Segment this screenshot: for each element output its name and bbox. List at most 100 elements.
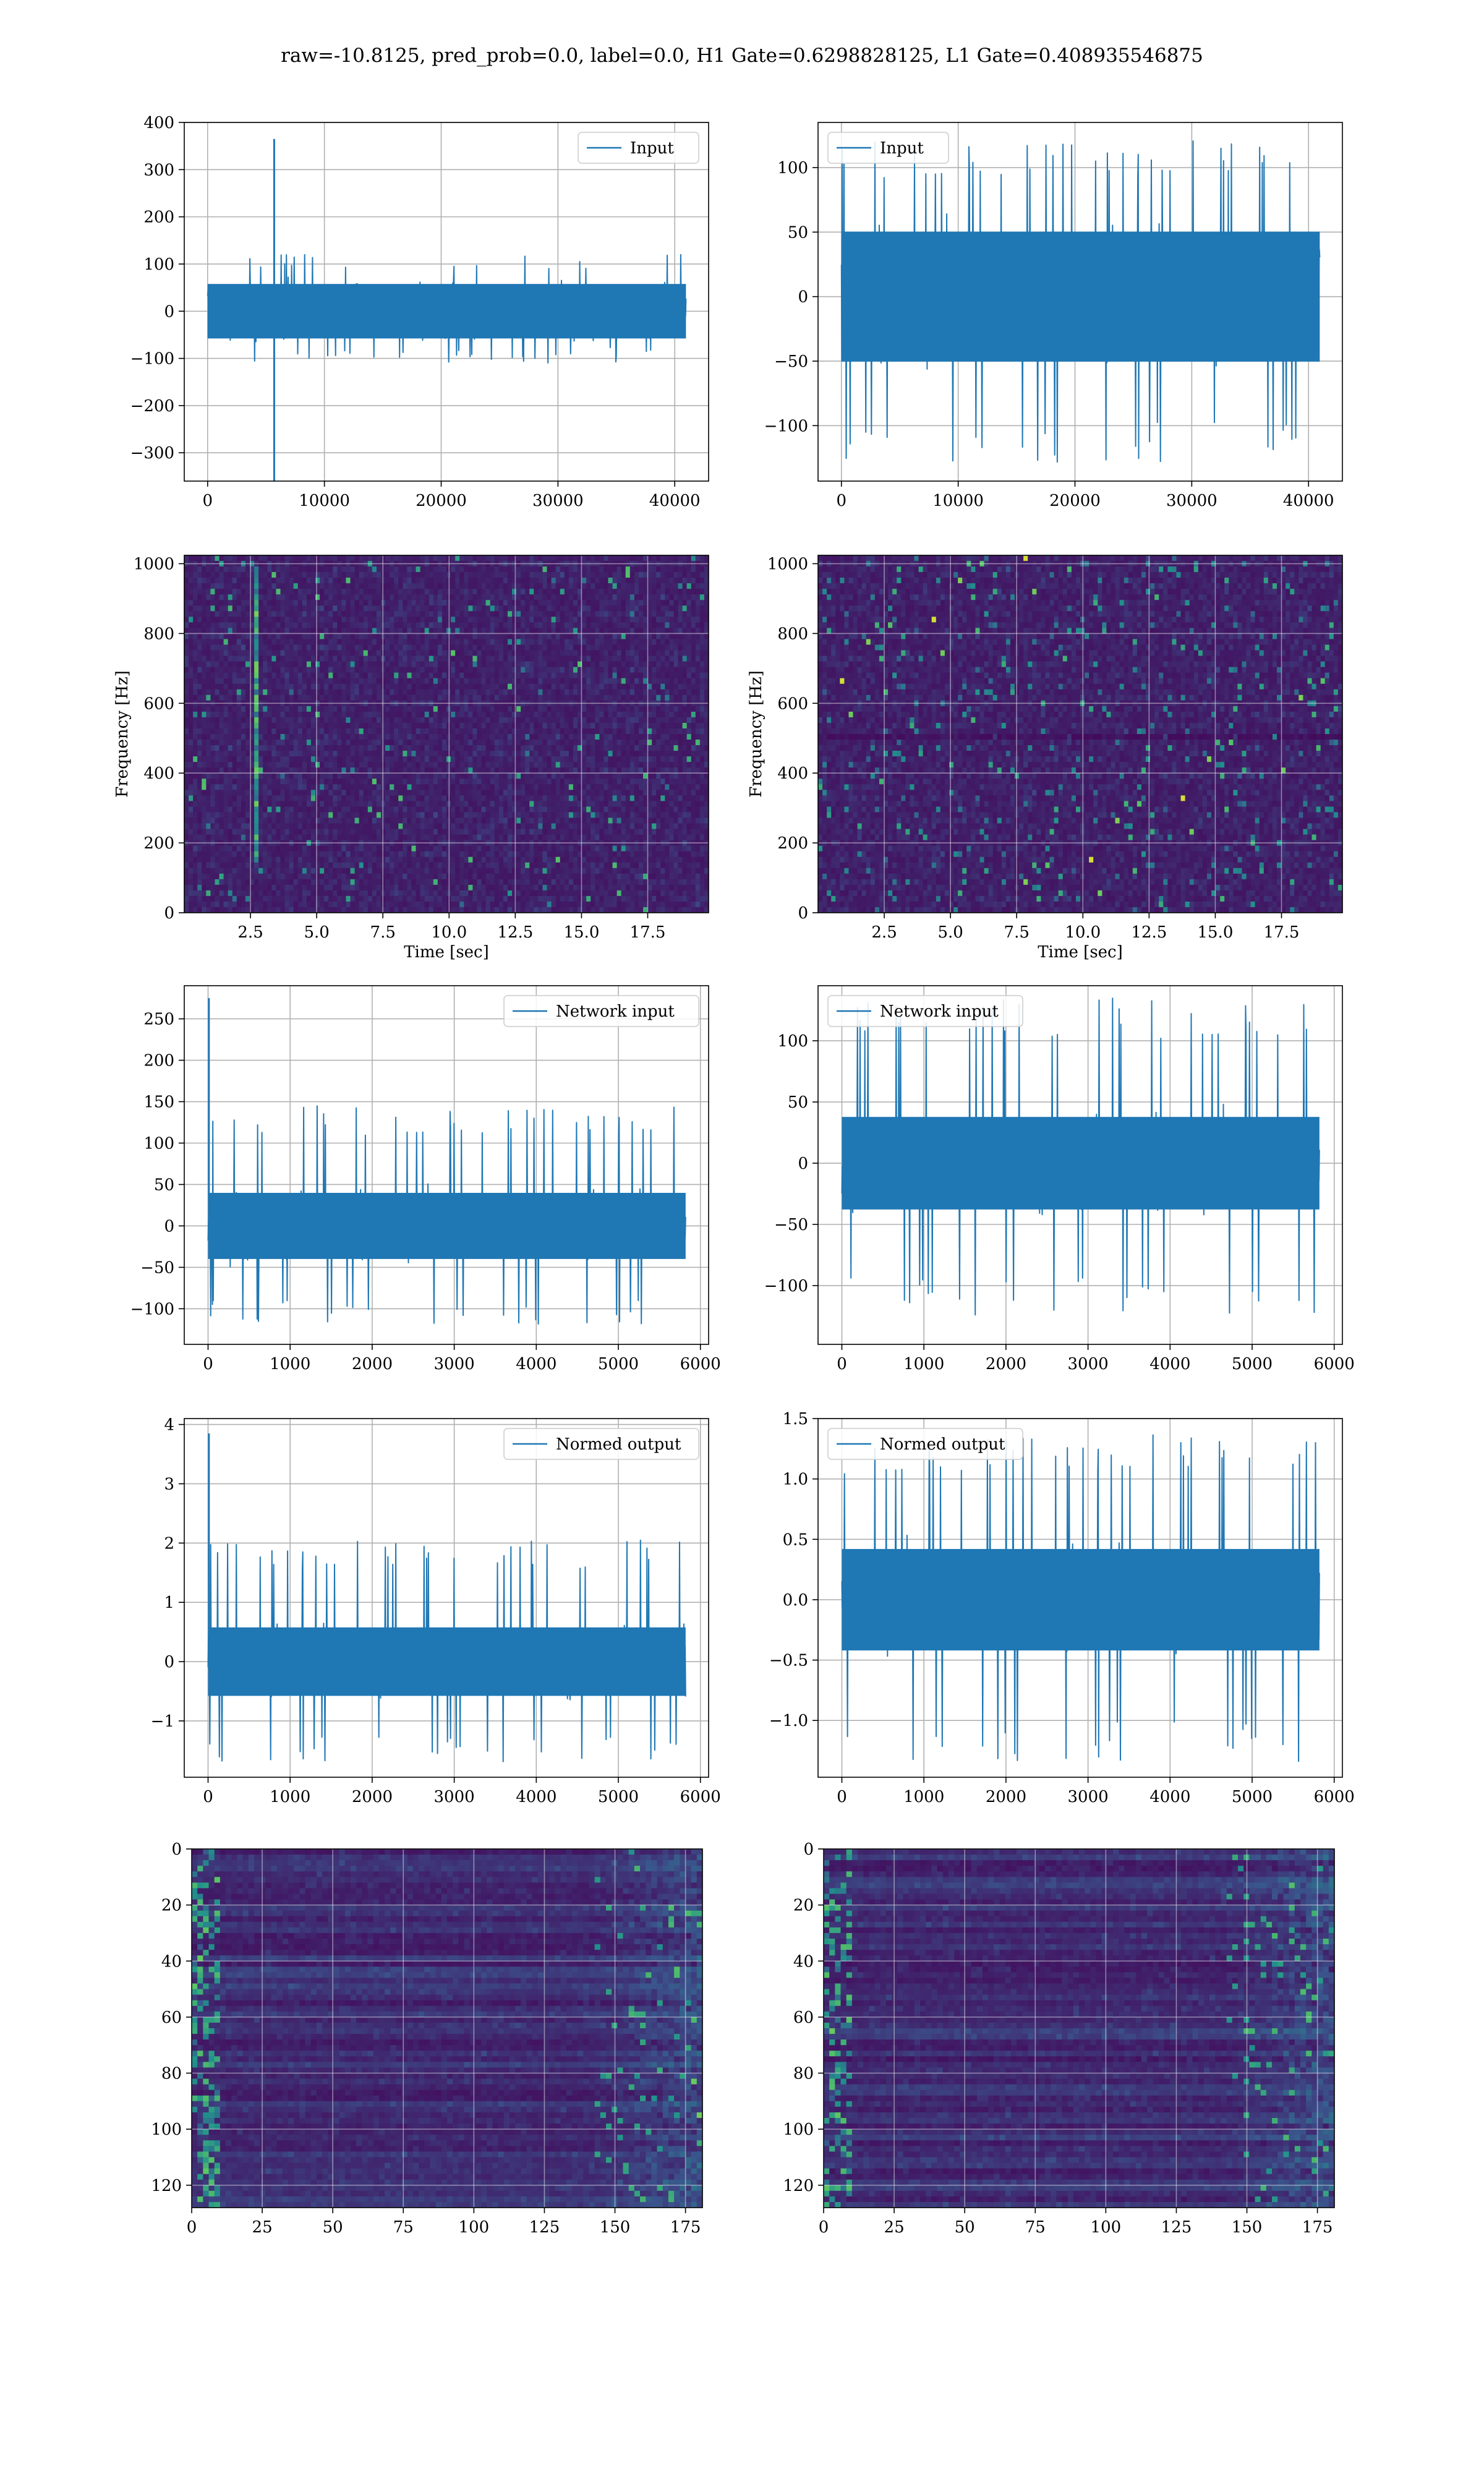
heatmap-cell (197, 566, 202, 573)
heatmap-cell (516, 583, 521, 589)
heatmap-cell (534, 751, 539, 757)
heatmap-cell (442, 600, 447, 606)
heatmap-cell (630, 706, 635, 712)
heatmap-cell (613, 717, 618, 724)
heatmap-cell (556, 756, 561, 762)
heatmap-cell (603, 656, 608, 662)
heatmap-cell (490, 651, 495, 657)
heatmap-cell (673, 611, 678, 617)
heatmap-cell (613, 723, 618, 729)
heatmap-cell (468, 622, 473, 628)
heatmap-cell (455, 662, 460, 668)
heatmap-cell (267, 695, 272, 701)
heatmap-cell (595, 745, 600, 751)
heatmap-cell (652, 745, 657, 751)
heatmap-cell (665, 717, 670, 724)
heatmap-cell (586, 555, 591, 561)
heatmap-cell (364, 656, 369, 662)
heatmap-cell (542, 728, 547, 735)
heatmap-cell (215, 695, 220, 701)
heatmap-cell (696, 706, 701, 712)
heatmap-cell (673, 678, 678, 685)
heatmap-cell (656, 745, 661, 751)
heatmap-cell (411, 600, 416, 606)
heatmap-cell (499, 633, 504, 639)
heatmap-cell (538, 555, 543, 561)
heatmap-cell (280, 762, 285, 768)
heatmap-cell (455, 745, 460, 751)
heatmap-cell (569, 712, 574, 718)
heatmap-cell (215, 773, 220, 779)
heatmap-cell (398, 734, 403, 740)
heatmap-cell (529, 762, 534, 768)
heatmap-cell (486, 600, 491, 606)
heatmap-cell (429, 628, 434, 634)
heatmap-cell (599, 678, 604, 685)
heatmap-cell (346, 767, 351, 774)
heatmap-cell (626, 633, 631, 639)
heatmap-cell (595, 678, 600, 685)
heatmap-cell (411, 673, 416, 679)
heatmap-cell (700, 555, 705, 561)
heatmap-cell (298, 617, 303, 623)
heatmap-cell (534, 734, 539, 740)
heatmap-cell (525, 578, 530, 584)
heatmap-cell (472, 628, 477, 634)
heatmap-cell (477, 712, 482, 718)
heatmap-cell (411, 684, 416, 690)
heatmap-cell (385, 639, 390, 645)
heatmap-cell (390, 773, 394, 779)
heatmap-cell (294, 673, 299, 679)
heatmap-cell (184, 578, 189, 584)
heatmap-cell (394, 645, 399, 651)
heatmap-cell (678, 566, 683, 573)
heatmap-cell (503, 589, 508, 595)
heatmap-cell (669, 756, 674, 762)
heatmap-cell (394, 611, 399, 617)
heatmap-cell (586, 762, 591, 768)
heatmap-cell (586, 779, 591, 785)
heatmap-cell (324, 617, 329, 623)
heatmap-cell (512, 622, 517, 628)
heatmap-cell (289, 689, 294, 696)
heatmap-cell (280, 673, 285, 679)
heatmap-cell (582, 662, 587, 668)
heatmap-cell (552, 605, 556, 612)
heatmap-cell (591, 689, 595, 696)
heatmap-cell (678, 662, 683, 668)
heatmap-cell (634, 728, 639, 735)
heatmap-cell (416, 779, 421, 785)
heatmap-cell (351, 728, 356, 735)
heatmap-cell (634, 684, 639, 690)
heatmap-cell (215, 756, 220, 762)
heatmap-cell (315, 594, 320, 600)
heatmap-cell (341, 740, 346, 746)
heatmap-cell (307, 578, 312, 584)
heatmap-cell (547, 628, 552, 634)
heatmap-cell (569, 645, 574, 651)
heatmap-cell (639, 751, 644, 757)
heatmap-cell (438, 779, 443, 785)
heatmap-cell (490, 756, 495, 762)
heatmap-cell (683, 611, 688, 617)
heatmap-cell (490, 689, 495, 696)
heatmap-cell (538, 767, 543, 774)
heatmap-cell (289, 678, 294, 685)
heatmap-cell (364, 740, 369, 746)
heatmap-cell (320, 706, 325, 712)
heatmap-cell (355, 611, 360, 617)
heatmap-cell (355, 678, 360, 685)
heatmap-cell (403, 594, 407, 600)
heatmap-cell (451, 689, 456, 696)
heatmap-cell (254, 689, 259, 696)
heatmap-cell (669, 639, 674, 645)
heatmap-cell (525, 583, 530, 589)
heatmap-cell (407, 594, 412, 600)
heatmap-cell (599, 667, 604, 673)
heatmap-cell (258, 611, 263, 617)
heatmap-cell (245, 706, 250, 712)
heatmap-cell (425, 728, 430, 735)
heatmap-cell (503, 622, 508, 628)
heatmap-cell (197, 751, 202, 757)
heatmap-cell (608, 633, 613, 639)
